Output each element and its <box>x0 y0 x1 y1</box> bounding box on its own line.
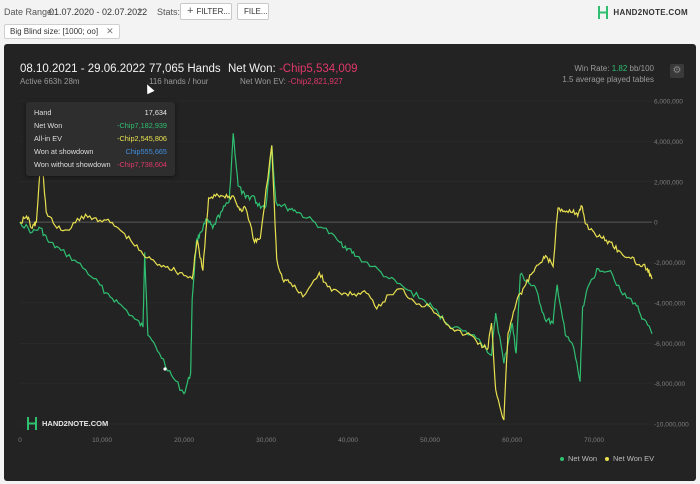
net-won-value: -Chip5,534,009 <box>278 63 358 75</box>
tooltip-row-won-at-showdown: Won at showdown Chip555,665 <box>34 147 167 159</box>
win-rate-value: 1.82 <box>611 64 628 73</box>
legend-net-won-ev[interactable]: Net Won EV <box>605 454 654 463</box>
results-chart[interactable]: 6,000,000 4,000,000 2,000,000 0 -2,000,000 -4… <box>4 44 696 481</box>
tooltip-row-net-won: Net Won -Chip7,182,939 <box>34 121 167 133</box>
tooltip-label: Won without showdown <box>34 160 111 169</box>
x-tick-label: 40,000 <box>338 437 358 444</box>
y-tick-label: -4,000,000 <box>654 300 685 307</box>
gear-icon[interactable]: ⚙ <box>670 64 684 78</box>
y-tick-label: 6,000,000 <box>654 99 683 106</box>
net-won-summary: Net Won: -Chip5,534,009 <box>228 63 358 75</box>
hover-tooltip: Hand 17,634 Net Won -Chip7,182,939 All-i… <box>26 102 175 176</box>
stats-label: Stats: <box>157 7 181 17</box>
plus-icon: + <box>187 5 194 17</box>
x-axis-ticks: 0 10,000 20,000 30,000 40,000 50,000 60,000 70,… <box>18 437 604 444</box>
x-tick-label: 50,000 <box>420 437 440 444</box>
y-tick-label: 0 <box>654 220 658 227</box>
active-time: Active 663h 28m <box>20 77 80 86</box>
win-rate: Win Rate: 1.82 bb/100 <box>574 64 654 73</box>
tooltip-label: Won at showdown <box>34 147 94 156</box>
hover-marker <box>163 367 167 371</box>
tooltip-value: Chip555,665 <box>125 147 167 156</box>
tooltip-value: -Chip2,545,806 <box>117 134 167 143</box>
tooltip-label: Hand <box>34 108 52 117</box>
filter-chip-label: Big Blind size: [1000; oo] <box>10 27 99 36</box>
x-tick-label: 0 <box>18 437 22 444</box>
series-net-won-ev-line <box>19 145 653 421</box>
y-tick-label: -8,000,000 <box>654 381 685 388</box>
legend-dot <box>560 456 564 461</box>
net-won-ev-label: Net Won EV: <box>240 77 286 86</box>
net-won-ev-value: -Chip2,821,927 <box>288 77 343 86</box>
brand-logo: HAND2NOTE.COM <box>597 5 688 19</box>
filter-button[interactable]: + FILTER... <box>180 3 232 20</box>
tooltip-value: -Chip7,182,939 <box>117 121 167 130</box>
filter-button-label: FILTER... <box>196 7 231 16</box>
close-icon[interactable]: ✕ <box>106 26 114 36</box>
tooltip-value: 17,634 <box>144 108 167 117</box>
y-tick-label: -10,000,000 <box>654 422 689 429</box>
tooltip-value: -Chip7,738,604 <box>117 160 167 169</box>
legend-label: Net Won EV <box>613 454 655 463</box>
date-range-select[interactable]: 01.07.2020 - 02.07.2022 <box>49 7 148 17</box>
tooltip-row-all-in-ev: All-in EV -Chip2,545,806 <box>34 134 167 146</box>
legend-label: Net Won <box>568 454 598 463</box>
graph-panel: 08.10.2021 - 29.06.2022 Active 663h 28m … <box>4 44 696 481</box>
file-button[interactable]: FILE... <box>237 3 269 20</box>
y-tick-label: 2,000,000 <box>654 179 683 186</box>
chart-brand-logo: HAND2NOTE.COM <box>26 417 108 430</box>
x-tick-label: 60,000 <box>502 437 522 444</box>
tooltip-row-won-without-showdown: Won without showdown -Chip7,738,604 <box>34 160 167 172</box>
x-tick-label: 30,000 <box>256 437 276 444</box>
chart-brand-name: HAND2NOTE.COM <box>42 419 109 428</box>
file-button-label: FILE... <box>244 7 268 16</box>
chevron-down-icon[interactable]: ▼ <box>137 8 144 15</box>
period-range: 08.10.2021 - 29.06.2022 <box>20 63 146 75</box>
x-tick-label: 20,000 <box>174 437 194 444</box>
x-tick-label: 70,000 <box>584 437 604 444</box>
legend-net-won[interactable]: Net Won <box>560 454 597 463</box>
tooltip-label: Net Won <box>34 121 63 130</box>
date-range-label: Date Range: <box>4 7 55 17</box>
win-rate-label: Win Rate: <box>574 64 610 73</box>
win-rate-unit: bb/100 <box>629 64 654 73</box>
y-tick-label: -2,000,000 <box>654 260 685 267</box>
tooltip-label: All-in EV <box>34 134 62 143</box>
y-tick-label: 4,000,000 <box>654 139 683 146</box>
avg-tables: 1.5 average played tables <box>562 75 654 84</box>
x-tick-label: 10,000 <box>92 437 112 444</box>
top-toolbar: Date Range: 01.07.2020 - 02.07.2022 ▼ St… <box>0 0 700 24</box>
hand2note-logo-icon <box>598 5 609 19</box>
net-won-ev-summary: Net Won EV: -Chip2,821,927 <box>240 77 343 86</box>
brand-name: HAND2NOTE.COM <box>613 7 688 17</box>
legend-dot <box>605 456 609 461</box>
series-net-won-line <box>19 133 653 395</box>
filter-chip[interactable]: Big Blind size: [1000; oo] ✕ <box>4 24 120 39</box>
hands-rate: 116 hands / hour <box>149 77 209 86</box>
hands-count: 77,065 Hands <box>149 63 221 75</box>
hand2note-logo-icon <box>27 417 37 430</box>
tooltip-row-hand: Hand 17,634 <box>34 108 167 120</box>
y-axis-ticks: 6,000,000 4,000,000 2,000,000 0 -2,000,000 -4… <box>654 99 689 429</box>
net-won-label: Net Won: <box>228 63 276 75</box>
y-tick-label: -6,000,000 <box>654 341 685 348</box>
